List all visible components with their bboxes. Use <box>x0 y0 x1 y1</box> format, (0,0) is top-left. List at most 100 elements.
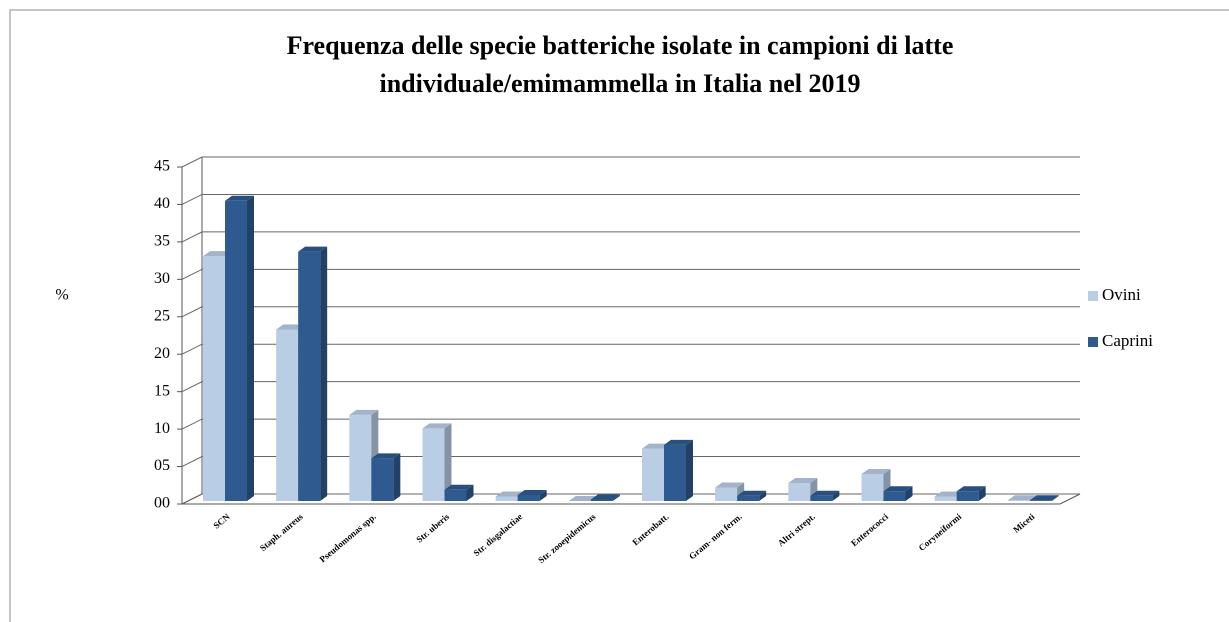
bar-side <box>832 490 840 501</box>
bar-side <box>686 439 693 501</box>
grid-line <box>181 306 1080 318</box>
bar-top <box>883 486 913 492</box>
bar-side <box>905 486 913 501</box>
y-tick-label: 30 <box>154 270 170 287</box>
grid-line <box>181 343 1080 355</box>
y-tick-label: 00 <box>154 495 170 512</box>
bar-top <box>568 496 598 501</box>
bar-front <box>371 458 394 501</box>
grid-line <box>181 156 1080 168</box>
bar-front <box>737 495 760 501</box>
bar-side <box>1051 495 1059 501</box>
bar-top <box>1007 495 1037 501</box>
bar-top <box>715 482 745 488</box>
bar-top <box>422 423 452 429</box>
grid-line <box>181 193 1080 205</box>
x-tick-label: Altri strept. <box>776 511 817 548</box>
bar-front <box>934 496 957 501</box>
y-tick-label: 25 <box>154 307 170 324</box>
bar-front <box>590 499 613 501</box>
bar-top <box>737 490 767 496</box>
legend-swatch <box>1088 291 1098 301</box>
bar <box>422 423 452 501</box>
x-tick-label: Coryneiformi <box>917 511 964 553</box>
legend-label: Caprini <box>1102 331 1153 350</box>
bar-front <box>1029 500 1052 501</box>
x-tick-label: Staph. aureus <box>258 511 305 553</box>
y-tick-label: 45 <box>154 158 170 175</box>
bar <box>788 478 818 501</box>
bar-top <box>225 195 254 201</box>
bar-front <box>664 444 686 501</box>
bar-side <box>444 423 452 501</box>
bar <box>590 494 620 501</box>
bar <box>298 246 328 501</box>
grid-line <box>181 418 1080 430</box>
grid-line <box>181 456 1080 468</box>
bar-side <box>320 246 328 501</box>
grid-line <box>181 231 1080 243</box>
bar-top <box>664 439 693 445</box>
y-tick-label: 05 <box>154 457 170 474</box>
bar-side <box>466 484 474 501</box>
bar-front <box>642 448 664 501</box>
grid-line <box>181 381 1080 393</box>
bar-front <box>956 491 979 501</box>
bar-front <box>422 428 445 501</box>
bar-front <box>715 487 738 501</box>
bar-side <box>978 486 986 501</box>
bar-front <box>203 256 225 501</box>
y-tick-label: 35 <box>154 233 170 250</box>
x-tick-label: Str. zooepidemicus <box>536 511 598 565</box>
bar-front <box>349 414 372 501</box>
bar-front <box>444 489 467 501</box>
bar-front <box>861 474 884 501</box>
bar-top <box>276 324 306 330</box>
bar-front <box>788 483 811 501</box>
bar <box>956 486 986 501</box>
bar-top <box>371 453 401 459</box>
bar-front <box>517 495 540 501</box>
bar-side <box>539 490 547 501</box>
bar-top <box>642 443 671 449</box>
bar-top <box>861 469 891 475</box>
bar-front <box>883 491 906 501</box>
frame <box>9 9 1229 622</box>
bar-top <box>203 251 232 257</box>
x-tick-label: Pseudomonas spp. <box>317 511 377 564</box>
y-tick-label: 10 <box>154 420 170 437</box>
bar <box>517 490 547 501</box>
bar-front <box>225 200 247 501</box>
bar-front <box>1007 500 1030 501</box>
bar-top <box>444 484 474 490</box>
bar-front <box>298 251 321 501</box>
bar-top <box>1029 495 1059 501</box>
bar-front <box>495 496 518 501</box>
legend-swatch <box>1088 337 1098 347</box>
y-tick-label: 15 <box>154 382 170 399</box>
x-tick-label: Enterobatt. <box>630 511 670 547</box>
bar <box>737 490 767 501</box>
bar-front <box>810 495 833 501</box>
bar-side <box>759 490 767 501</box>
y-tick-label: 20 <box>154 345 170 362</box>
x-tick-label: Miceti <box>1011 511 1037 535</box>
bar <box>225 195 254 501</box>
bar-top <box>810 490 840 496</box>
chart-subtitle: individuale/emimammella in Italia nel 20… <box>379 69 860 98</box>
bar-top <box>495 491 525 497</box>
bar <box>664 439 693 501</box>
bar-top <box>788 478 818 484</box>
bar <box>883 486 913 501</box>
bar-top <box>349 409 379 415</box>
bar-top <box>298 246 328 252</box>
bar-side <box>393 453 401 501</box>
x-tick-label: Str. disgalactiae <box>471 511 524 558</box>
x-tick-label: SCN <box>211 511 232 531</box>
legend-label: Ovini <box>1102 285 1141 304</box>
bar-top <box>517 490 547 496</box>
bar-side <box>612 494 620 501</box>
grid-line <box>181 268 1080 280</box>
x-tick-label: Enterococci <box>849 511 891 548</box>
